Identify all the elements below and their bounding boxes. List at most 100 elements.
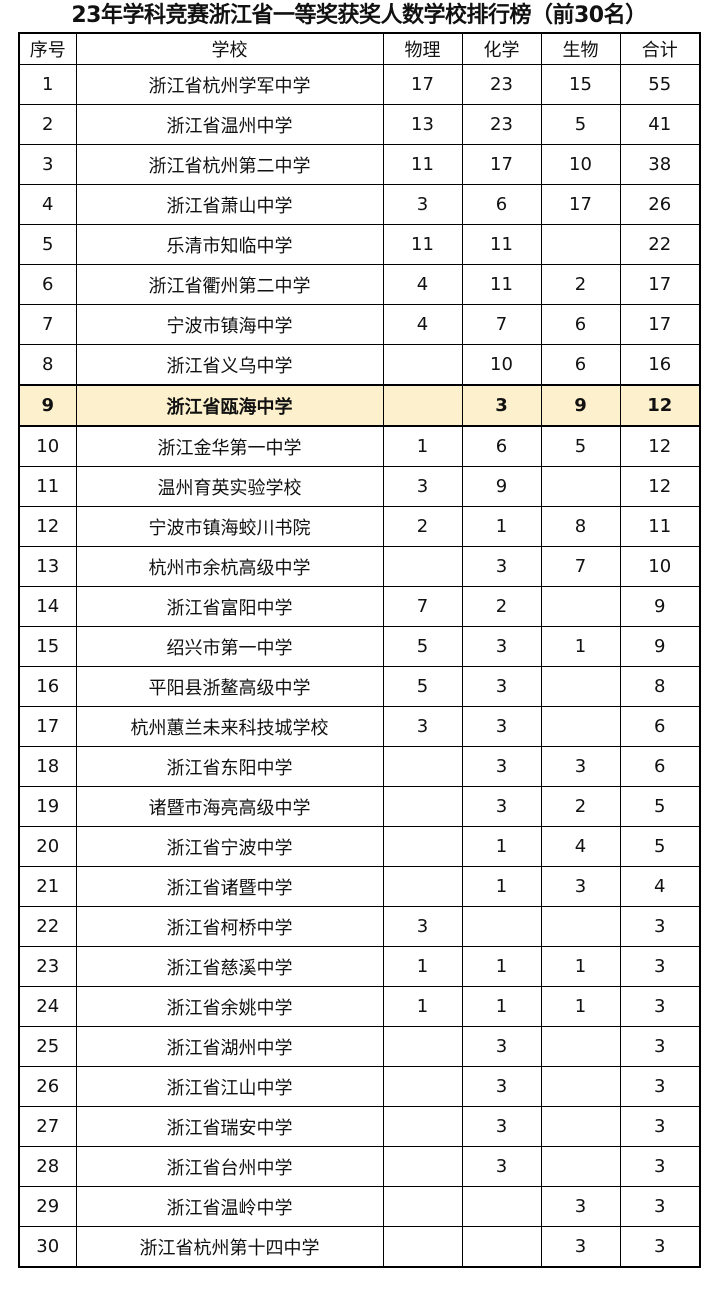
cell-chemistry: 6 <box>461 184 542 225</box>
ranking-table: 序号 学校 物理 化学 生物 合计 1 浙江省杭州学军中学 17 23 15 55 2 浙江省温州中学 1… <box>18 32 701 1268</box>
table-row: 12 宁波市镇海蛟川书院 2 1 8 11 <box>18 506 701 547</box>
cell-school: 温州育英实验学校 <box>75 466 384 507</box>
cell-physics <box>382 866 463 907</box>
cell-total: 26 <box>619 184 701 225</box>
cell-physics <box>382 344 463 386</box>
cell-physics: 7 <box>382 586 463 627</box>
cell-biology: 17 <box>540 184 621 225</box>
cell-chemistry: 3 <box>461 384 542 427</box>
cell-rank: 10 <box>18 425 77 467</box>
cell-rank: 3 <box>18 144 77 185</box>
table-row: 26 浙江省江山中学 3 3 <box>18 1066 701 1107</box>
cell-rank: 12 <box>18 506 77 547</box>
cell-biology: 5 <box>540 425 621 467</box>
page-title: 23年学科竞赛浙江省一等奖获奖人数学校排行榜（前30名） <box>71 3 647 28</box>
cell-rank: 22 <box>18 906 77 947</box>
cell-total: 4 <box>619 866 701 907</box>
cell-total: 12 <box>619 425 701 467</box>
cell-total: 55 <box>619 64 701 105</box>
table-row: 30 浙江省杭州第十四中学 3 3 <box>18 1226 701 1268</box>
cell-biology: 5 <box>540 104 621 145</box>
table-row: 28 浙江省台州中学 3 3 <box>18 1146 701 1187</box>
cell-chemistry: 11 <box>461 264 542 305</box>
table-row: 18 浙江省东阳中学 3 3 6 <box>18 746 701 787</box>
cell-physics: 1 <box>382 425 463 467</box>
cell-chemistry: 11 <box>461 224 542 265</box>
cell-school: 浙江省衢州第二中学 <box>75 264 384 305</box>
cell-chemistry: 1 <box>461 826 542 867</box>
cell-biology: 2 <box>540 786 621 827</box>
cell-total: 3 <box>619 1146 701 1187</box>
cell-biology <box>540 586 621 627</box>
cell-chemistry <box>461 1186 542 1227</box>
cell-total: 12 <box>619 384 701 427</box>
cell-physics <box>382 786 463 827</box>
cell-school: 浙江省余姚中学 <box>75 986 384 1027</box>
cell-rank: 11 <box>18 466 77 507</box>
cell-total: 10 <box>619 546 701 587</box>
cell-school: 浙江省湖州中学 <box>75 1026 384 1067</box>
cell-chemistry: 3 <box>461 626 542 667</box>
cell-physics: 11 <box>382 224 463 265</box>
table-row: 17 杭州蕙兰未来科技城学校 3 3 6 <box>18 706 701 747</box>
cell-biology <box>540 906 621 947</box>
cell-biology <box>540 466 621 507</box>
cell-rank: 1 <box>18 64 77 105</box>
cell-total: 3 <box>619 986 701 1027</box>
cell-chemistry: 1 <box>461 506 542 547</box>
cell-rank: 17 <box>18 706 77 747</box>
cell-rank: 18 <box>18 746 77 787</box>
cell-physics: 11 <box>382 144 463 185</box>
cell-school: 浙江省萧山中学 <box>75 184 384 225</box>
cell-total: 3 <box>619 1106 701 1147</box>
table-row: 21 浙江省诸暨中学 1 3 4 <box>18 866 701 907</box>
table-row: 20 浙江省宁波中学 1 4 5 <box>18 826 701 867</box>
cell-total: 38 <box>619 144 701 185</box>
table-row: 9 浙江省瓯海中学 3 9 12 <box>18 384 701 427</box>
cell-school: 浙江金华第一中学 <box>75 425 384 467</box>
cell-school: 浙江省东阳中学 <box>75 746 384 787</box>
cell-school: 浙江省台州中学 <box>75 1146 384 1187</box>
table-row: 25 浙江省湖州中学 3 3 <box>18 1026 701 1067</box>
cell-chemistry: 1 <box>461 986 542 1027</box>
cell-school: 宁波市镇海中学 <box>75 304 384 345</box>
cell-biology <box>540 1026 621 1067</box>
header-rank: 序号 <box>18 32 77 65</box>
cell-rank: 19 <box>18 786 77 827</box>
cell-biology: 3 <box>540 746 621 787</box>
cell-physics: 17 <box>382 64 463 105</box>
table-row: 4 浙江省萧山中学 3 6 17 26 <box>18 184 701 225</box>
cell-rank: 21 <box>18 866 77 907</box>
cell-physics <box>382 826 463 867</box>
cell-physics <box>382 1226 463 1268</box>
cell-school: 浙江省慈溪中学 <box>75 946 384 987</box>
cell-biology: 9 <box>540 384 621 427</box>
cell-rank: 24 <box>18 986 77 1027</box>
cell-rank: 14 <box>18 586 77 627</box>
table-row: 14 浙江省富阳中学 7 2 9 <box>18 586 701 627</box>
table-row: 29 浙江省温岭中学 3 3 <box>18 1186 701 1227</box>
cell-school: 浙江省杭州第十四中学 <box>75 1226 384 1268</box>
cell-total: 6 <box>619 706 701 747</box>
cell-physics: 3 <box>382 706 463 747</box>
cell-chemistry: 3 <box>461 1146 542 1187</box>
table-row: 24 浙江省余姚中学 1 1 1 3 <box>18 986 701 1027</box>
cell-school: 平阳县浙鳌高级中学 <box>75 666 384 707</box>
cell-biology: 1 <box>540 626 621 667</box>
cell-rank: 8 <box>18 344 77 386</box>
cell-biology: 7 <box>540 546 621 587</box>
cell-school: 绍兴市第一中学 <box>75 626 384 667</box>
cell-biology <box>540 1066 621 1107</box>
cell-chemistry: 3 <box>461 1066 542 1107</box>
cell-school: 杭州市余杭高级中学 <box>75 546 384 587</box>
cell-total: 12 <box>619 466 701 507</box>
table-row: 13 杭州市余杭高级中学 3 7 10 <box>18 546 701 587</box>
cell-physics: 5 <box>382 626 463 667</box>
cell-total: 3 <box>619 906 701 947</box>
cell-total: 3 <box>619 1186 701 1227</box>
cell-school: 浙江省瑞安中学 <box>75 1106 384 1147</box>
header-row: 序号 学校 物理 化学 生物 合计 <box>18 32 701 65</box>
cell-total: 6 <box>619 746 701 787</box>
cell-school: 浙江省诸暨中学 <box>75 866 384 907</box>
cell-chemistry: 3 <box>461 786 542 827</box>
